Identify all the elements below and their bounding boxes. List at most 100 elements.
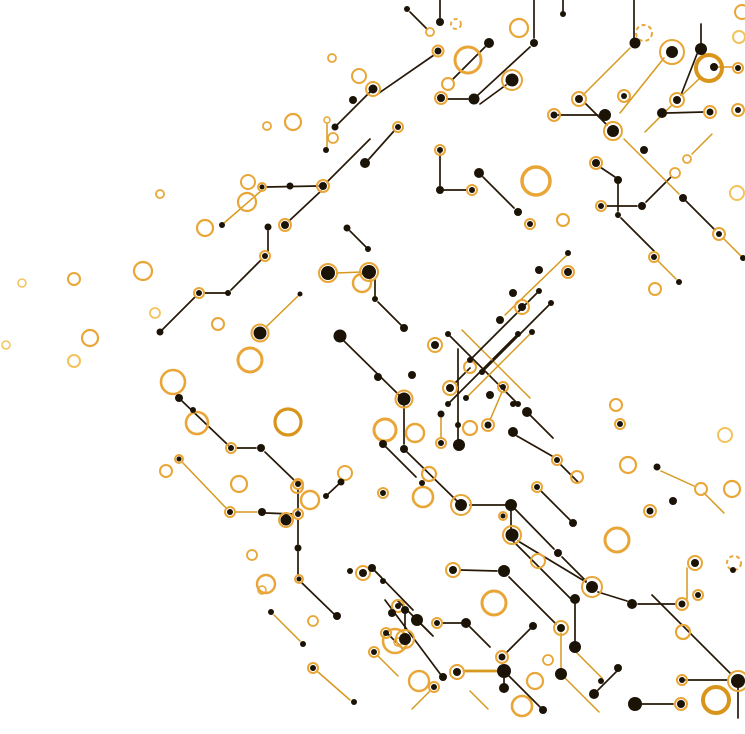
node-ring bbox=[259, 250, 271, 262]
ring bbox=[323, 116, 331, 124]
dot bbox=[323, 493, 329, 499]
dot bbox=[629, 37, 641, 49]
dot bbox=[468, 93, 480, 105]
node-core-dot bbox=[706, 108, 714, 116]
dot bbox=[333, 612, 341, 620]
node-ring bbox=[224, 506, 236, 518]
node-core-dot bbox=[262, 253, 268, 259]
dot bbox=[175, 394, 183, 402]
ring-dashed bbox=[450, 18, 462, 30]
node-core-dot bbox=[362, 265, 376, 279]
node-ring bbox=[648, 251, 660, 263]
dot bbox=[669, 497, 677, 505]
node-ring bbox=[495, 650, 509, 664]
dot bbox=[615, 212, 621, 218]
dot bbox=[219, 222, 225, 228]
node-ring bbox=[193, 287, 205, 299]
connector-line-gold bbox=[469, 690, 489, 710]
connector-line-gold bbox=[273, 614, 301, 642]
node-ring bbox=[431, 617, 443, 629]
ring bbox=[480, 589, 508, 617]
node-ring bbox=[307, 662, 319, 674]
connector-line-dark bbox=[584, 102, 608, 126]
connector-line-gold bbox=[722, 237, 744, 259]
connector-line-gold bbox=[691, 133, 713, 155]
dot bbox=[740, 255, 745, 261]
node-core-dot bbox=[666, 46, 678, 58]
node-ring bbox=[676, 674, 688, 686]
connector-line-dark bbox=[181, 400, 229, 446]
dot bbox=[530, 39, 538, 47]
connector-line-dark bbox=[378, 54, 435, 94]
node-ring bbox=[659, 39, 685, 65]
ring bbox=[570, 470, 584, 484]
node-core-dot bbox=[437, 94, 445, 102]
dot bbox=[190, 407, 196, 413]
ring-dashed bbox=[635, 24, 653, 42]
node-core-dot bbox=[518, 303, 526, 311]
node-core-dot bbox=[280, 514, 292, 526]
dot bbox=[286, 182, 294, 190]
dot bbox=[710, 63, 718, 71]
dot bbox=[695, 43, 707, 55]
dot bbox=[529, 329, 535, 335]
dot bbox=[264, 223, 272, 231]
node-ring bbox=[524, 218, 536, 230]
dot bbox=[463, 395, 469, 401]
node-core-dot bbox=[359, 569, 367, 577]
node-core-dot bbox=[550, 111, 558, 119]
connector-line-dark bbox=[505, 628, 531, 654]
ring bbox=[609, 398, 623, 412]
dot bbox=[258, 508, 266, 516]
node-core-dot bbox=[295, 511, 301, 517]
dot bbox=[569, 519, 577, 527]
node-core-dot bbox=[434, 620, 440, 626]
node-core-dot bbox=[607, 125, 619, 137]
connector-line-gold bbox=[574, 650, 603, 679]
dot bbox=[627, 599, 637, 609]
dot bbox=[548, 300, 554, 306]
connector-line-dark bbox=[479, 84, 507, 105]
node-core-dot bbox=[673, 96, 681, 104]
node-core-dot bbox=[557, 624, 565, 632]
node-ring bbox=[501, 69, 523, 91]
node-core-dot bbox=[437, 147, 443, 153]
node-core-dot bbox=[592, 159, 600, 167]
connector-line-dark bbox=[161, 296, 196, 331]
node-ring bbox=[727, 670, 745, 692]
ring bbox=[17, 278, 27, 288]
dot bbox=[570, 594, 580, 604]
node-core-dot bbox=[679, 677, 685, 683]
dot bbox=[337, 478, 345, 486]
connector-line-gold bbox=[377, 655, 399, 677]
connector-line-dark bbox=[334, 90, 372, 128]
dot bbox=[522, 407, 532, 417]
connector-line-gold bbox=[644, 104, 673, 133]
node-core-dot bbox=[564, 268, 572, 276]
node-ring bbox=[442, 380, 458, 396]
ring bbox=[246, 549, 258, 561]
node-core-dot bbox=[434, 47, 442, 55]
node-ring bbox=[294, 574, 304, 584]
connector-line-gold bbox=[182, 462, 227, 509]
dot bbox=[614, 664, 622, 672]
connector-line-gold bbox=[564, 677, 600, 713]
ring bbox=[404, 422, 426, 444]
connector-line-dark bbox=[264, 451, 295, 481]
connector-line-dark bbox=[680, 53, 698, 96]
nodes-layer bbox=[174, 39, 745, 711]
node-core-dot bbox=[227, 509, 233, 515]
dot bbox=[509, 289, 517, 297]
dot bbox=[676, 279, 682, 285]
connector-line-dark bbox=[349, 230, 369, 250]
dot bbox=[496, 316, 504, 324]
node-core-dot bbox=[505, 528, 519, 542]
dot bbox=[515, 401, 521, 407]
node-ring bbox=[669, 92, 685, 108]
node-core-dot bbox=[695, 592, 701, 598]
dot bbox=[411, 614, 423, 626]
dot bbox=[360, 158, 370, 168]
dot bbox=[467, 357, 473, 363]
dot bbox=[294, 544, 302, 552]
